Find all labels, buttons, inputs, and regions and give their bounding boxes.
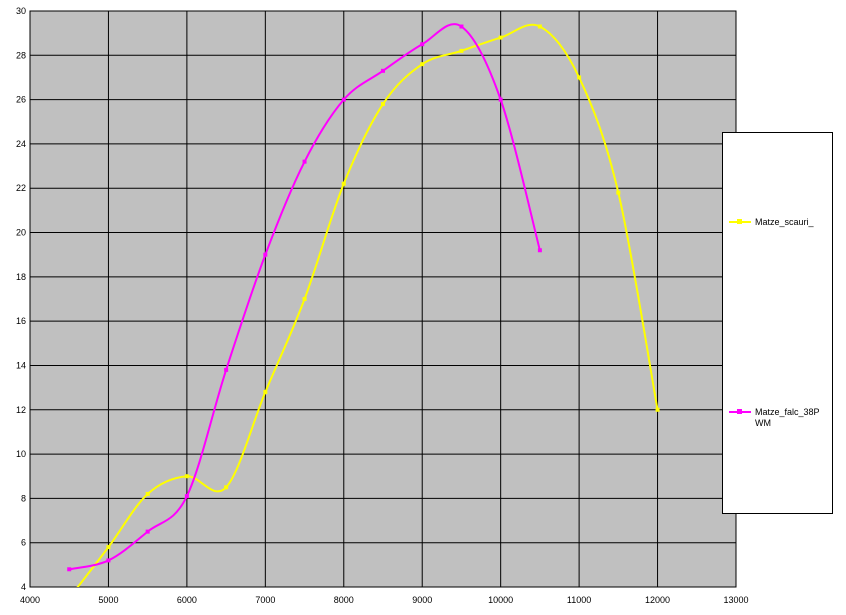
point-marker [145, 529, 150, 534]
series-line [69, 23, 541, 571]
y-tick-label: 28 [16, 50, 26, 60]
plot-area [29, 10, 737, 588]
y-tick-label: 30 [16, 6, 26, 16]
point-marker [420, 42, 425, 47]
point-marker [381, 68, 385, 73]
point-marker [106, 558, 111, 563]
y-tick-label: 12 [16, 405, 26, 415]
point-marker [341, 97, 346, 102]
y-tick-label: 18 [16, 272, 26, 282]
x-tick-label: 6000 [177, 595, 197, 605]
point-marker [616, 190, 621, 195]
point-marker [106, 545, 111, 550]
point-marker [67, 596, 71, 600]
x-tick-label: 7000 [255, 595, 275, 605]
legend: Matze_scauri_ Matze_falc_38PWM [722, 132, 833, 514]
y-tick-label: 24 [16, 139, 26, 149]
legend-swatch [729, 407, 751, 417]
x-tick-label: 13000 [723, 595, 748, 605]
point-marker [302, 159, 307, 164]
point-marker [381, 102, 385, 107]
y-tick-label: 4 [21, 582, 26, 592]
y-tick-label: 8 [21, 493, 26, 503]
point-marker [577, 75, 582, 80]
y-tick-label: 16 [16, 316, 26, 326]
point-marker [302, 297, 307, 301]
y-tick-label: 10 [16, 449, 26, 459]
point-marker [537, 248, 542, 253]
point-marker [655, 407, 660, 412]
y-tick-label: 14 [16, 360, 26, 370]
legend-swatch [729, 217, 751, 227]
point-marker [341, 181, 346, 186]
legend-entry: Matze_scauri_ [729, 217, 821, 228]
point-marker [184, 494, 189, 499]
point-marker [224, 367, 229, 372]
point-marker [459, 24, 464, 29]
y-tick-label: 20 [16, 228, 26, 238]
y-tick-label: 6 [21, 538, 26, 548]
series-line [76, 23, 659, 587]
legend-label: Matze_scauri_ [755, 217, 814, 227]
point-marker [498, 35, 503, 40]
x-tick-label: 8000 [334, 595, 354, 605]
legend-label: Matze_falc_38PWM [755, 407, 820, 428]
series-layer [67, 23, 660, 600]
y-tick-label: 26 [16, 95, 26, 105]
x-tick-label: 4000 [20, 595, 40, 605]
y-tick-label: 22 [16, 183, 26, 193]
point-marker [459, 48, 464, 53]
x-tick-label: 11000 [567, 595, 591, 605]
point-marker [263, 252, 268, 257]
point-marker [67, 567, 72, 572]
x-tick-label: 10000 [488, 595, 513, 605]
x-tick-label: 5000 [98, 595, 118, 605]
point-marker [420, 62, 425, 67]
x-tick-label: 9000 [412, 595, 432, 605]
legend-entry: Matze_falc_38PWM [729, 407, 821, 429]
point-marker [498, 97, 503, 102]
point-marker [184, 474, 189, 479]
point-marker [537, 24, 542, 29]
point-marker [263, 390, 268, 395]
point-marker [145, 491, 150, 496]
point-marker [224, 485, 229, 490]
x-tick-label: 12000 [645, 595, 670, 605]
